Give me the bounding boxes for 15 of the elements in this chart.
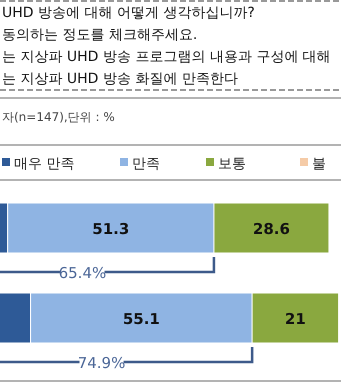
data-label: 55.1 bbox=[122, 310, 160, 328]
text: 동의하는 정도를 체크해주세요. bbox=[2, 27, 198, 43]
chart-subtitle: 자(n=147),단위 : % bbox=[2, 110, 115, 124]
legend-label: 만족 bbox=[132, 156, 160, 172]
text: UHD 방송에 대해 어떻게 생각하십니까? bbox=[2, 5, 255, 21]
data-label: 28.6 bbox=[252, 220, 290, 238]
data-label: 21 bbox=[284, 310, 306, 328]
legend-label: 보통 bbox=[218, 156, 246, 172]
data-label: 51.3 bbox=[92, 220, 130, 238]
text: 는 지상파 UHD 방송 화질에 만족한다 bbox=[2, 71, 238, 87]
annotation: 74.9% bbox=[78, 354, 126, 372]
legend-label: 매우 만족 bbox=[14, 156, 74, 172]
annotation: 65.4% bbox=[58, 264, 106, 282]
legend-label: 불 bbox=[312, 156, 326, 172]
text: 는 지상파 UHD 방송 프로그램의 내용과 구성에 대해 bbox=[2, 49, 331, 65]
